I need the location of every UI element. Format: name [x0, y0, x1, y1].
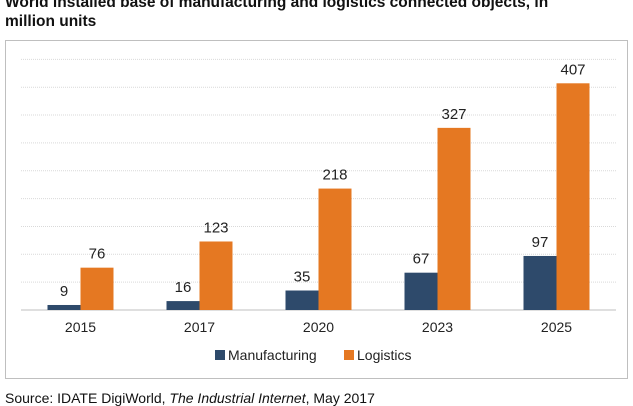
source-suffix: , May 2017	[305, 390, 375, 406]
bar-manufacturing	[404, 272, 438, 310]
legend-label: Logistics	[357, 347, 411, 363]
chart-panel: 9 76 2015 16 123 2017 35 218 2020 67 327 2023 97 407 2…	[5, 40, 628, 379]
bar-manufacturing	[285, 290, 319, 310]
x-tick-label: 2015	[65, 319, 96, 335]
legend-swatch-manufacturing	[215, 350, 225, 360]
bar-logistics	[437, 127, 471, 311]
data-label: 97	[532, 234, 549, 251]
legend-label: Manufacturing	[228, 347, 317, 363]
x-tick-label: 2020	[303, 319, 334, 335]
bar-manufacturing	[47, 304, 81, 310]
bar-logistics	[199, 241, 233, 310]
data-label: 9	[60, 283, 68, 300]
x-tick-label: 2025	[541, 319, 572, 335]
bar-manufacturing	[523, 255, 557, 310]
bar-manufacturing	[166, 301, 200, 310]
chart-title: World installed base of manufacturing an…	[5, 0, 630, 31]
data-label: 218	[322, 167, 347, 184]
chart-title-line2: million units	[5, 13, 97, 30]
source-work: The Industrial Internet	[169, 390, 306, 406]
data-label: 123	[203, 219, 228, 236]
bar-logistics	[80, 267, 114, 310]
x-tick-label: 2017	[184, 319, 215, 335]
source-note: Source: IDATE DigiWorld, The Industrial …	[5, 390, 375, 406]
data-label: 35	[294, 269, 311, 286]
data-label: 16	[175, 279, 192, 296]
x-tick-label: 2023	[422, 319, 453, 335]
source-prefix: Source: IDATE DigiWorld,	[5, 390, 170, 406]
bar-logistics	[556, 83, 590, 310]
chart-title-line1: World installed base of manufacturing an…	[5, 0, 549, 11]
legend-swatch-logistics	[344, 350, 354, 360]
data-label: 76	[89, 246, 106, 263]
data-label: 67	[413, 251, 430, 268]
bar-logistics	[318, 188, 352, 310]
data-label: 407	[560, 61, 585, 78]
bar-chart: 9 76 2015 16 123 2017 35 218 2020 67 327 2023 97 407 2…	[21, 58, 616, 363]
data-label: 327	[441, 106, 466, 123]
